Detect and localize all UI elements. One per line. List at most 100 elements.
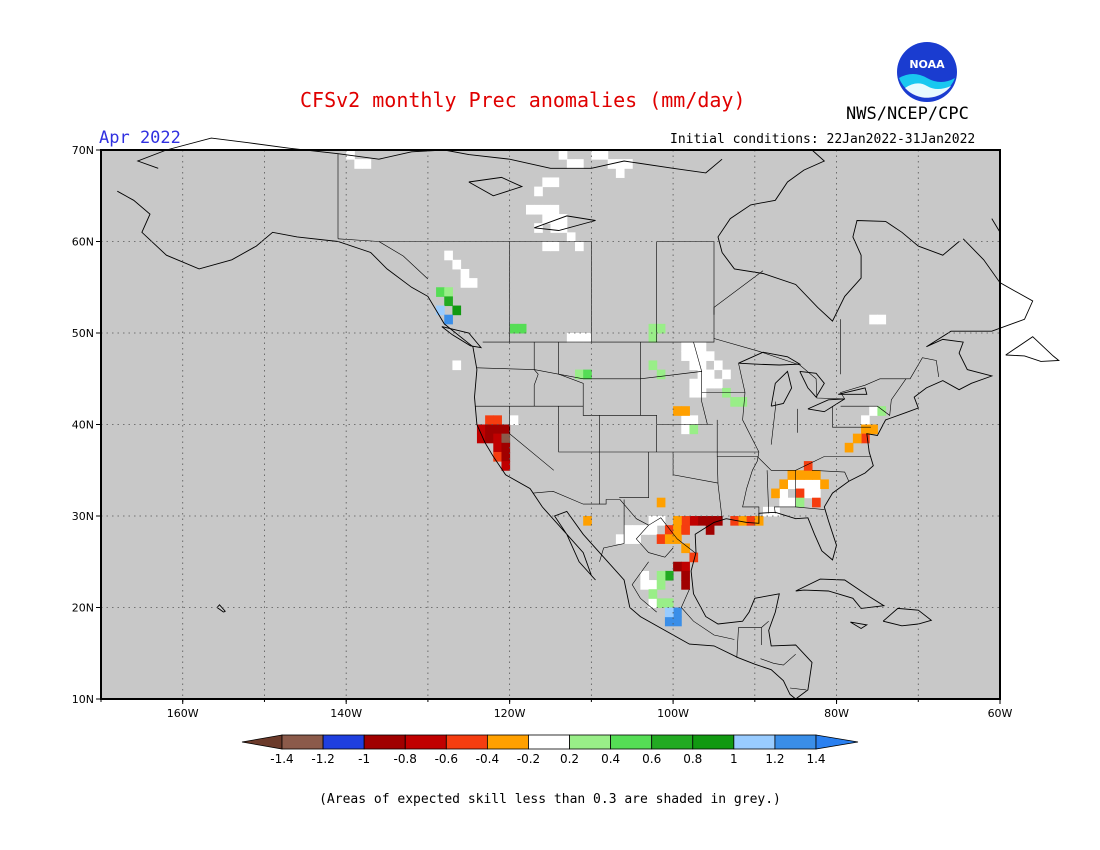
anomaly-cell: [501, 451, 511, 462]
colorbar-label: 0.6: [642, 752, 661, 766]
neutral-cell: [812, 488, 821, 499]
neutral-cell: [762, 506, 772, 517]
anomaly-cell: [436, 287, 445, 297]
neutral-cell: [452, 360, 462, 371]
initial-conditions: Initial conditions: 22Jan2022-31Jan2022: [670, 132, 976, 147]
neutral-cell: [779, 497, 789, 508]
neutral-cell: [681, 415, 690, 425]
neutral-cell: [550, 241, 560, 252]
coastline: [770, 370, 793, 407]
political-border: [619, 452, 649, 498]
political-border: [635, 524, 674, 558]
neutral-cell: [346, 150, 355, 160]
colorbar-label: 1.4: [806, 752, 825, 766]
neutral-cell: [468, 278, 478, 288]
anomaly-cell: [656, 534, 666, 544]
neutral-cell: [534, 186, 543, 197]
anomaly-cell: [779, 479, 789, 490]
political-border: [840, 378, 907, 416]
anomaly-cell: [681, 580, 690, 590]
coastline: [216, 604, 226, 613]
political-border: [701, 392, 708, 425]
neutral-cell: [575, 333, 584, 343]
colorbar-bin: [692, 734, 735, 750]
colorbar-label: 0.2: [560, 752, 579, 766]
lon-tick-label: 160W: [167, 707, 199, 720]
anomaly-cell: [656, 369, 666, 380]
coastline: [799, 370, 825, 398]
anomaly-cell: [656, 598, 666, 608]
political-border: [693, 342, 702, 372]
coastline: [468, 176, 524, 197]
anomaly-cell: [861, 433, 870, 444]
colorbar-label: 1.2: [765, 752, 784, 766]
anomaly-cell: [485, 433, 494, 444]
neutral-cell: [877, 314, 887, 325]
anomaly-cell: [664, 616, 674, 627]
map-title: CFSv2 monthly Prec anomalies (mm/day): [300, 88, 746, 112]
lon-tick-label: 120W: [494, 707, 526, 720]
anomaly-cell: [795, 488, 805, 499]
colorbar-label: -0.8: [394, 752, 417, 766]
anomaly-cell: [656, 497, 666, 508]
lat-tick-label: 20N: [72, 602, 94, 615]
colorbar-label: -1.2: [311, 752, 334, 766]
anomaly-cell: [436, 305, 445, 316]
anomaly-cell: [795, 470, 805, 480]
anomaly-cell: [705, 525, 715, 535]
political-border: [789, 687, 807, 691]
anomaly-cell: [861, 424, 870, 435]
political-border: [337, 238, 379, 242]
neutral-cell: [460, 268, 470, 279]
anomaly-cell: [509, 323, 519, 334]
coastline: [850, 621, 869, 630]
political-border: [760, 653, 796, 666]
anomaly-cell: [501, 442, 511, 453]
colorbar-bin: [404, 734, 447, 750]
neutral-cell: [615, 168, 625, 178]
coastline: [721, 220, 960, 322]
political-border: [631, 561, 657, 613]
anomaly-cell: [852, 433, 862, 444]
anomaly-cell: [673, 406, 682, 416]
colorbar-label: -0.2: [517, 752, 540, 766]
anomaly-cell: [738, 516, 748, 526]
neutral-cell: [362, 159, 372, 169]
anomaly-cell: [575, 369, 584, 380]
anomaly-cell: [681, 561, 690, 572]
neutral-cell: [575, 241, 584, 252]
anomaly-cell: [493, 415, 502, 425]
neutral-cell: [705, 369, 715, 380]
anomaly-cell: [444, 287, 453, 297]
anomaly-cell: [664, 534, 674, 544]
anomaly-cell: [787, 470, 797, 480]
neutral-cell: [689, 415, 699, 425]
political-border: [378, 241, 429, 280]
neutral-cell: [689, 378, 699, 389]
anomaly-cell: [664, 525, 674, 535]
organization-label: NWS/NCEP/CPC: [846, 104, 969, 124]
political-border: [770, 401, 776, 445]
neutral-cell: [452, 259, 462, 270]
anomaly-cell: [664, 598, 674, 608]
neutral-cell: [640, 525, 650, 535]
neutral-cell: [566, 333, 576, 343]
footnote: (Areas of expected skill less than 0.3 a…: [319, 792, 781, 807]
lat-tick-label: 50N: [72, 327, 94, 340]
anomaly-cell: [705, 516, 715, 526]
colorbar-bin: [322, 734, 365, 750]
political-border: [795, 506, 825, 510]
colorbar-bin: [528, 734, 570, 750]
coastline: [738, 351, 802, 366]
neutral-cell: [624, 525, 633, 535]
anomaly-cell: [485, 415, 494, 425]
anomaly-cell: [730, 516, 739, 526]
lon-tick-label: 100W: [657, 707, 689, 720]
anomaly-cell: [583, 369, 592, 380]
anomaly-cell: [501, 433, 511, 444]
anomaly-cell: [501, 461, 511, 471]
colorbar-bin: [651, 734, 694, 750]
valid-month: Apr 2022: [99, 128, 181, 148]
political-border: [716, 419, 723, 519]
